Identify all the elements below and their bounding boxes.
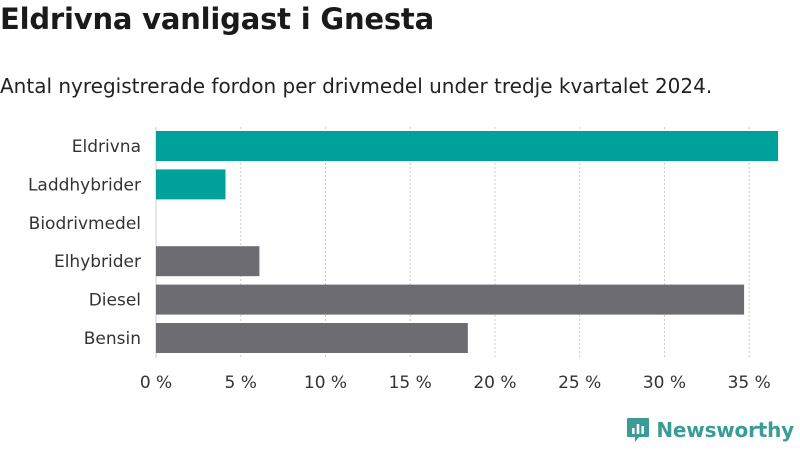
x-tick-label: 20 % xyxy=(473,373,516,393)
bar-eldrivna xyxy=(156,131,778,161)
x-tick-labels: 0 % 5 % 10 % 15 % 20 % 25 % 30 % 35 % xyxy=(140,373,771,393)
bar-laddhybrider xyxy=(156,169,226,200)
bar-bensin xyxy=(156,323,468,353)
x-tick-label: 25 % xyxy=(558,373,601,393)
x-tick-label: 30 % xyxy=(643,373,686,393)
category-label: Laddhybrider xyxy=(28,175,141,195)
category-label: Eldrivna xyxy=(72,137,141,157)
chart-title: Eldrivna vanligast i Gnesta xyxy=(0,2,434,36)
category-label: Bensin xyxy=(84,329,141,349)
newsworthy-logo-icon xyxy=(627,418,650,442)
newsworthy-logo: Newsworthy xyxy=(626,416,794,444)
x-tick-label: 10 % xyxy=(304,373,347,393)
bar-elhybrider xyxy=(156,246,260,277)
x-tick-label: 0 % xyxy=(140,373,172,393)
category-label: Diesel xyxy=(89,291,141,311)
x-tick-label: 15 % xyxy=(389,373,432,393)
chart-subtitle: Antal nyregistrerade fordon per drivmede… xyxy=(0,74,713,98)
x-tick-label: 5 % xyxy=(225,373,257,393)
x-tick-label: 35 % xyxy=(728,373,771,393)
newsworthy-logo-text: Newsworthy xyxy=(656,418,794,442)
bar-diesel xyxy=(156,284,745,315)
category-labels: Eldrivna Laddhybrider Biodrivmedel Elhybrid… xyxy=(28,137,141,349)
category-label: Biodrivmedel xyxy=(29,214,141,234)
category-label: Elhybrider xyxy=(54,252,141,272)
grid-lines xyxy=(155,127,750,358)
bars xyxy=(156,131,778,353)
